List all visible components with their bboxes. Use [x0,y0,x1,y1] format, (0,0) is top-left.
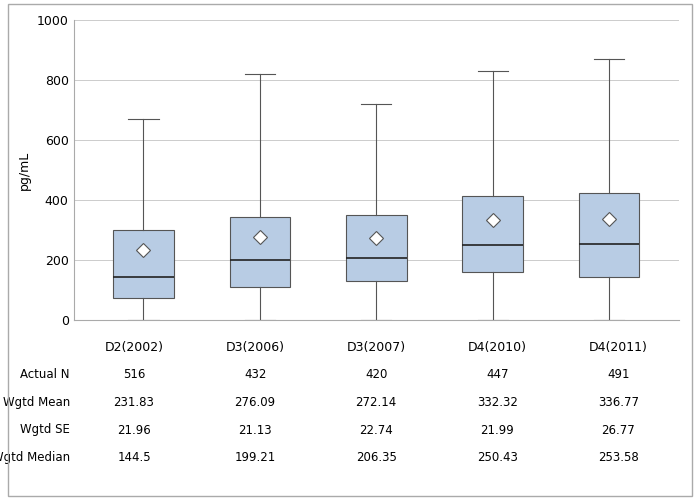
PathPatch shape [230,216,290,287]
Text: 516: 516 [123,368,145,382]
Y-axis label: pg/mL: pg/mL [18,150,32,190]
Text: 276.09: 276.09 [234,396,276,409]
Text: 21.99: 21.99 [480,424,514,436]
Text: 447: 447 [486,368,509,382]
Text: 21.13: 21.13 [238,424,272,436]
Text: 144.5: 144.5 [117,451,151,464]
Text: D2(2002): D2(2002) [104,341,164,354]
Text: 26.77: 26.77 [601,424,636,436]
Text: 491: 491 [607,368,630,382]
Text: 332.32: 332.32 [477,396,518,409]
Text: 253.58: 253.58 [598,451,639,464]
Text: 199.21: 199.21 [234,451,276,464]
Text: Actual N: Actual N [20,368,70,382]
Text: 206.35: 206.35 [356,451,397,464]
Text: D3(2006): D3(2006) [225,341,285,354]
Text: D3(2007): D3(2007) [346,341,406,354]
Text: Wgtd Mean: Wgtd Mean [3,396,70,409]
Text: D4(2010): D4(2010) [468,341,527,354]
Text: Wgtd SE: Wgtd SE [20,424,70,436]
Text: 336.77: 336.77 [598,396,639,409]
Text: 250.43: 250.43 [477,451,518,464]
Text: Wgtd Median: Wgtd Median [0,451,70,464]
Text: 420: 420 [365,368,387,382]
PathPatch shape [113,230,174,298]
Text: 432: 432 [244,368,266,382]
Text: 21.96: 21.96 [117,424,151,436]
PathPatch shape [579,192,639,276]
Text: D4(2011): D4(2011) [589,341,648,354]
Text: 231.83: 231.83 [113,396,155,409]
Text: 22.74: 22.74 [359,424,393,436]
Text: 272.14: 272.14 [356,396,397,409]
PathPatch shape [463,196,523,272]
PathPatch shape [346,215,407,281]
